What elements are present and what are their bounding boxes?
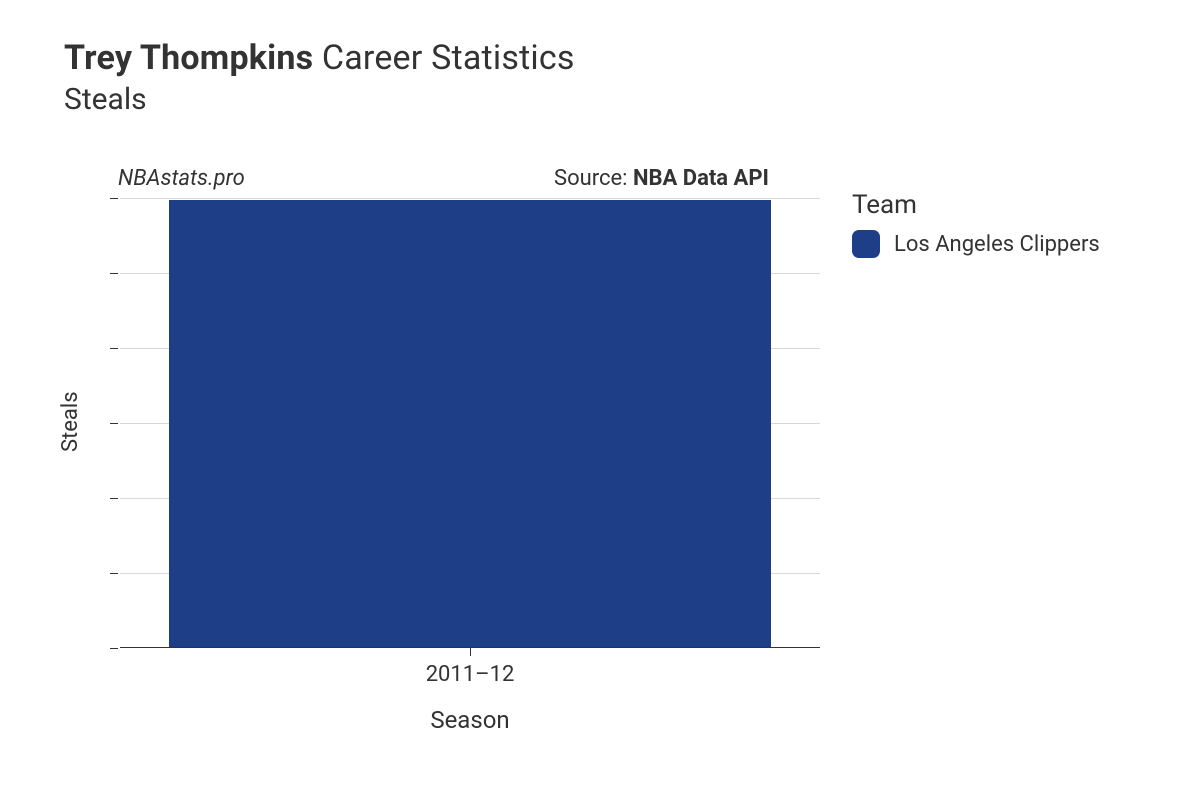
source-value: NBA Data API bbox=[633, 166, 769, 191]
x-tick-label: 2011–12 bbox=[426, 662, 515, 687]
y-tick-label: 0 bbox=[0, 636, 106, 660]
chart-title-line1: Trey Thompkins Career Statistics bbox=[64, 38, 575, 78]
source-label-block: Source: NBA Data API bbox=[554, 166, 769, 191]
y-tick-label: 3 bbox=[0, 186, 106, 210]
x-tick bbox=[470, 648, 471, 656]
y-tick bbox=[110, 573, 118, 574]
y-tick-label: 1.5 bbox=[0, 411, 106, 435]
y-tick bbox=[110, 198, 118, 199]
y-tick bbox=[110, 498, 118, 499]
chart-subtitle: Steals bbox=[64, 82, 575, 117]
y-tick bbox=[110, 348, 118, 349]
chart-title-block: Trey Thompkins Career Statistics Steals bbox=[64, 38, 575, 117]
y-tick-label: 2.5 bbox=[0, 261, 106, 285]
legend-item: Los Angeles Clippers bbox=[852, 230, 1100, 258]
y-axis-label: Steals bbox=[58, 391, 83, 452]
watermark-text: NBAstats.pro bbox=[118, 166, 245, 191]
y-tick bbox=[110, 648, 118, 649]
legend-swatch bbox=[852, 230, 880, 258]
y-tick-label: 2 bbox=[0, 336, 106, 360]
legend-title: Team bbox=[852, 190, 1100, 220]
y-tick bbox=[110, 273, 118, 274]
bar bbox=[169, 200, 771, 647]
y-tick-label: 0.5 bbox=[0, 561, 106, 585]
legend: Team Los Angeles Clippers bbox=[852, 190, 1100, 258]
chart-title-rest: Career Statistics bbox=[313, 38, 574, 78]
gridline bbox=[120, 198, 820, 199]
source-label: Source: bbox=[554, 166, 633, 191]
y-tick bbox=[110, 423, 118, 424]
y-tick-label: 1 bbox=[0, 486, 106, 510]
chart-plot-area bbox=[120, 198, 820, 648]
chart-title-bold: Trey Thompkins bbox=[64, 38, 313, 78]
legend-item-label: Los Angeles Clippers bbox=[894, 232, 1100, 257]
x-axis-label: Season bbox=[430, 706, 509, 734]
